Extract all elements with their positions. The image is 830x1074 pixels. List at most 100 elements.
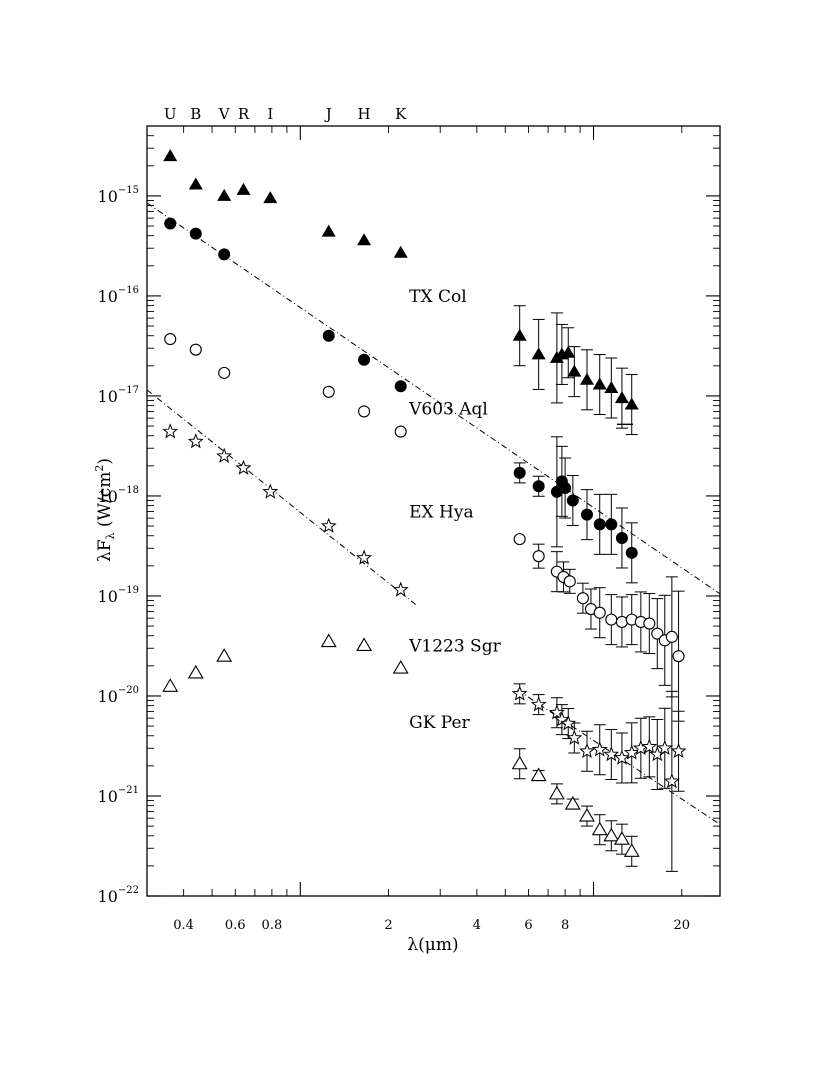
data-point [187, 664, 204, 679]
y-tick-label: 10−19 [98, 585, 139, 606]
data-point [613, 831, 630, 845]
data-point [392, 581, 409, 597]
data-point [188, 177, 203, 190]
band-label: B [190, 105, 201, 123]
data-point [357, 233, 372, 246]
series-labels: TX Col V603 Aql EX Hya V1223 Sgr GK Per [408, 287, 501, 733]
data-point [187, 433, 204, 449]
data-point [580, 508, 593, 521]
y-tick-label: 10−22 [98, 885, 139, 906]
data-point [567, 364, 582, 377]
fit-line-2 [146, 389, 418, 607]
data-point [322, 329, 335, 342]
data-point [641, 738, 658, 754]
y-tick-label: 10−17 [98, 385, 139, 406]
data-point [262, 483, 279, 499]
data-point [394, 380, 407, 393]
data-point [356, 549, 373, 565]
data-point [560, 715, 577, 731]
y-tick-label: 10−15 [98, 185, 139, 206]
data-point [216, 648, 233, 662]
data-point [217, 188, 232, 201]
data-point [605, 613, 618, 626]
x-tick-label: 0.8 [262, 918, 283, 933]
band-label: K [395, 105, 407, 123]
data-point [548, 704, 565, 720]
data-point [513, 533, 526, 546]
data-point [663, 773, 680, 789]
x-tick-label: 20 [674, 918, 691, 933]
data-point [579, 807, 595, 822]
data-point [591, 821, 608, 836]
data-point [623, 843, 640, 857]
data-point [672, 650, 685, 663]
x-tick-label: 6 [524, 918, 532, 933]
x-tick-label: 2 [384, 918, 392, 933]
data-point [615, 531, 628, 544]
data-point [320, 517, 337, 533]
data-point [613, 749, 630, 765]
data-point [512, 328, 527, 341]
data-point [263, 191, 278, 204]
data-point [670, 742, 687, 759]
data-point [532, 550, 545, 563]
data-point [566, 494, 579, 507]
error-bars [513, 305, 685, 872]
data-point [235, 459, 252, 475]
x-tick-label: 0.6 [225, 918, 246, 933]
data-point [392, 660, 409, 674]
series-label: V603 Aql [408, 399, 488, 419]
data-point [615, 615, 628, 628]
data-point [548, 785, 565, 800]
series-label: V1223 Sgr [408, 636, 501, 656]
data-point [603, 746, 620, 762]
data-point [563, 575, 576, 588]
data-point [162, 678, 179, 692]
data-point [320, 633, 337, 648]
x-axis-label: λ(μm) [407, 935, 458, 955]
data-point [566, 729, 583, 745]
data-point [625, 546, 638, 559]
data-point [530, 696, 547, 712]
fit-line-1 [146, 202, 721, 595]
data-point [656, 739, 673, 756]
data-point [605, 518, 618, 531]
data-point [593, 606, 606, 619]
data-point [216, 447, 233, 463]
band-label: U [164, 105, 177, 123]
band-label: H [358, 105, 371, 123]
data-point [591, 741, 608, 757]
data-point [624, 397, 639, 410]
data-point [614, 391, 629, 404]
data-point [358, 353, 371, 366]
y-tick-label: 10−18 [98, 485, 139, 506]
data-point [511, 755, 528, 770]
x-tick-label: 4 [473, 918, 481, 933]
data-point [513, 466, 526, 479]
data-point [651, 627, 664, 640]
axis-ticks [147, 126, 720, 897]
data-point [236, 182, 251, 195]
data-point [356, 637, 373, 652]
data-point [603, 827, 620, 842]
data-point [643, 617, 656, 630]
x-tick-label: 0.4 [173, 918, 194, 933]
series-label: GK Per [409, 713, 470, 733]
data-point [164, 333, 177, 346]
y-tick-label: 10−21 [98, 785, 139, 806]
band-label: V [218, 105, 231, 123]
data-point [218, 248, 231, 261]
band-label: R [238, 105, 250, 123]
data-point [593, 518, 606, 531]
data-point [592, 377, 607, 390]
data-point [218, 366, 231, 379]
data-point [553, 711, 570, 727]
data-point [564, 795, 581, 810]
data-point [531, 347, 546, 360]
data-point [393, 245, 408, 258]
data-point [559, 482, 572, 495]
data-point [189, 343, 202, 356]
band-label: J [324, 105, 332, 123]
data-point [530, 767, 547, 782]
data-point [163, 149, 178, 162]
